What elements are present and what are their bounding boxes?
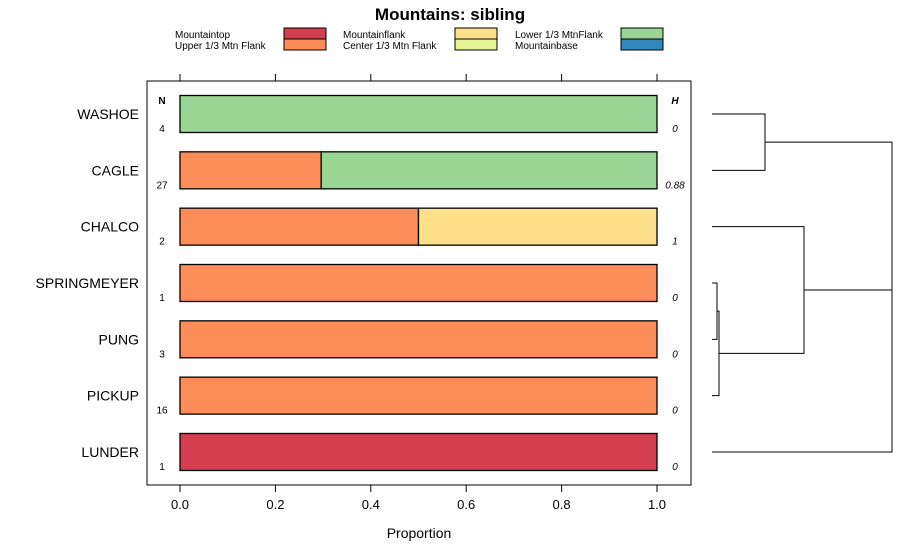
category-label: PUNG (99, 331, 139, 347)
h-value: 0.88 (665, 180, 685, 191)
legend-swatch (454, 38, 498, 51)
category-label: CHALCO (81, 219, 139, 235)
bar-row: SPRINGMEYER 1 0 (36, 263, 678, 304)
legend-label: Lower 1/3 MtnFlank (515, 30, 604, 41)
bar-row: CAGLE 27 0.88 (92, 151, 685, 191)
n-value: 1 (159, 462, 165, 473)
bar-segment (179, 376, 658, 415)
dendrogram-branch (712, 216, 893, 453)
bar-segment (179, 320, 658, 359)
dendrogram-branch (712, 113, 766, 171)
dendrogram-branch (712, 282, 718, 340)
x-axis-title: Proportion (387, 525, 452, 541)
bar-segment (179, 432, 658, 472)
x-tick-label: 1.0 (648, 497, 666, 512)
n-value: 27 (156, 180, 168, 191)
x-tick-label: 0.8 (553, 497, 571, 512)
h-value: 0 (672, 349, 678, 360)
h-value: 1 (672, 237, 678, 248)
bar-rows: WASHOE 4 0 CAGLE 27 0.88 CHALCO 2 1 SPRINGMEYER 1 0… (36, 94, 685, 473)
bar-row: PICKUP 16 0 (87, 376, 678, 417)
n-value: 3 (159, 349, 165, 360)
h-column-header: H (671, 96, 679, 107)
n-value: 1 (159, 293, 165, 304)
category-label: PICKUP (87, 388, 139, 404)
legend-label: Mountaintop (175, 30, 230, 41)
category-label: CAGLE (92, 162, 139, 178)
category-label: SPRINGMEYER (36, 275, 139, 291)
n-value: 4 (159, 124, 165, 135)
n-value: 16 (156, 406, 168, 417)
bar-segment (179, 207, 420, 246)
bar-row: LUNDER 1 0 (81, 432, 678, 473)
dendrogram (712, 113, 893, 453)
h-value: 0 (672, 406, 678, 417)
plot-frame (146, 80, 692, 486)
legend-label: Mountainflank (343, 30, 406, 41)
h-value: 0 (672, 124, 678, 135)
n-column-header: N (158, 96, 165, 107)
bar-row: PUNG 3 0 (99, 320, 678, 360)
bar-segment (417, 207, 658, 246)
n-value: 2 (159, 237, 165, 248)
category-label: WASHOE (77, 106, 139, 122)
x-tick-label: 0.2 (266, 497, 284, 512)
bar-row: WASHOE 4 0 (77, 94, 678, 135)
legend-label: Mountainbase (515, 41, 578, 52)
bar-segment (179, 151, 322, 190)
legend-swatch (454, 27, 498, 40)
legend-swatch (620, 27, 664, 40)
bar-segment (179, 94, 658, 134)
x-tick-label: 0.6 (457, 497, 475, 512)
category-label: LUNDER (81, 444, 139, 460)
legend-swatch (283, 27, 327, 40)
legend-swatch (283, 38, 327, 51)
dendrogram-branch (712, 310, 720, 397)
bar-segment (320, 151, 658, 190)
legend-label: Center 1/3 Mtn Flank (343, 41, 437, 52)
h-value: 0 (672, 462, 678, 473)
legend-label: Upper 1/3 Mtn Flank (175, 41, 267, 52)
chart-title: Mountains: sibling (375, 5, 525, 24)
legend-swatch (620, 38, 664, 51)
dendrogram-branch (765, 141, 893, 291)
x-tick-label: 0.0 (171, 497, 189, 512)
bar-segment (179, 263, 658, 303)
x-tick-label: 0.4 (362, 497, 380, 512)
dendrogram-branch (712, 226, 805, 354)
bar-row: CHALCO 2 1 (81, 207, 678, 248)
x-axis: 0.0 0.2 0.4 0.6 0.8 1.0 (171, 74, 666, 512)
h-value: 0 (672, 293, 678, 304)
